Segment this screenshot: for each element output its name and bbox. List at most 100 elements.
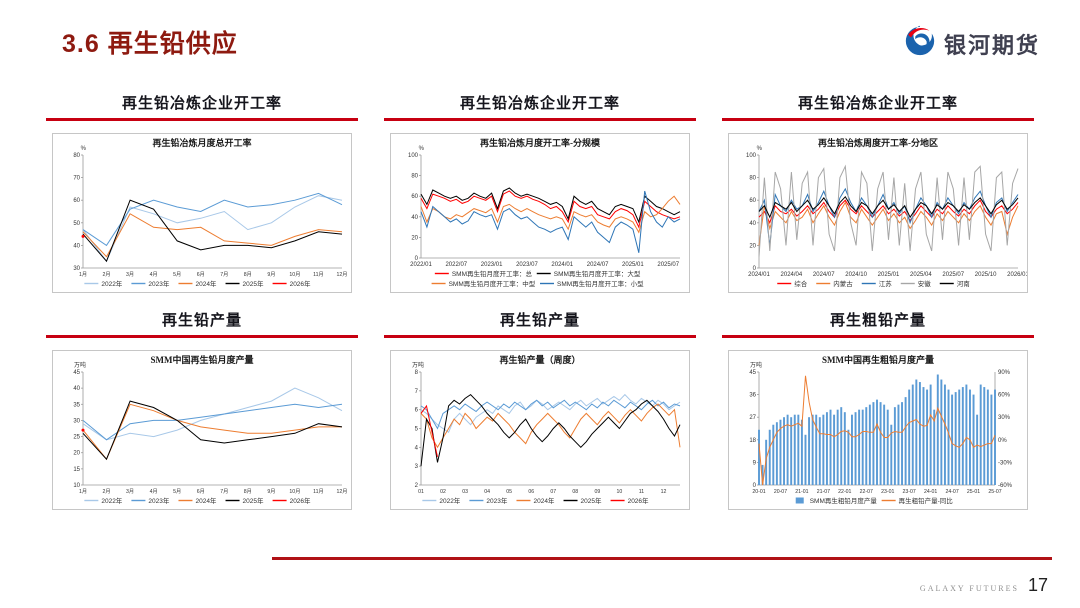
svg-text:2月: 2月	[103, 488, 111, 495]
panel-operating-rate-by-region: 再生铅冶炼企业开工率 再生铅冶炼周度开工率-分地区% 0 20 40 60 80 100 20…	[722, 92, 1034, 293]
svg-text:2022/01: 2022/01	[410, 262, 432, 268]
svg-text:4: 4	[415, 445, 419, 451]
svg-text:2025年: 2025年	[581, 496, 602, 505]
svg-text:25-01: 25-01	[967, 489, 980, 495]
panel-monthly-output: 再生铅产量 SMM中国再生铅月度产量 万吨 10 15 20 25 30 35 40 45 1月 2月…	[46, 309, 358, 510]
svg-text:20: 20	[73, 451, 80, 457]
svg-text:12月: 12月	[337, 271, 348, 278]
svg-text:2022年: 2022年	[101, 279, 122, 288]
svg-text:SMM再生铅月度开工率：小型: SMM再生铅月度开工率：小型	[557, 279, 644, 288]
brand-name: 银河期货	[943, 32, 1040, 58]
chart-canvas: 再生铅冶炼月度总开工率% 30 40 50 60 70 80 1月 2月 3月 4月 5月 6月 7月 8月…	[52, 133, 352, 293]
footer: GALAXY FUTURES 17	[920, 575, 1048, 596]
svg-text:2022/07: 2022/07	[445, 262, 467, 268]
svg-text:5: 5	[415, 427, 419, 433]
svg-text:2025年: 2025年	[243, 279, 264, 288]
svg-text:SMM中国再生铅月度产量: SMM中国再生铅月度产量	[151, 354, 254, 365]
svg-text:2022年: 2022年	[101, 496, 122, 505]
brand-logo: 银河期货	[903, 24, 1040, 63]
svg-text:40: 40	[411, 215, 418, 221]
svg-text:3月: 3月	[126, 271, 134, 278]
svg-text:04: 04	[484, 489, 490, 495]
svg-text:2025/10: 2025/10	[975, 272, 997, 278]
svg-text:10月: 10月	[289, 488, 300, 495]
svg-text:0: 0	[753, 266, 757, 272]
svg-text:25: 25	[73, 435, 80, 441]
chart-canvas: 再生铅冶炼周度开工率-分地区% 0 20 40 60 80 100 2024/01 2024/0…	[728, 133, 1030, 293]
svg-text:01: 01	[418, 489, 424, 495]
panel-title: 再生铅冶炼企业开工率	[797, 95, 958, 112]
svg-text:%: %	[81, 146, 87, 152]
svg-text:3: 3	[415, 464, 419, 470]
red-rule	[46, 335, 358, 338]
svg-text:-30%: -30%	[998, 460, 1013, 466]
svg-text:50: 50	[73, 221, 80, 227]
svg-text:江苏: 江苏	[879, 279, 893, 288]
svg-text:再生铅产量（周度）: 再生铅产量（周度）	[499, 354, 580, 365]
panel-title: 再生铅产量	[161, 312, 242, 329]
chart-canvas: 再生铅产量（周度） 万吨 2 3 4 5 6 7 8 01 02 03 04 05 06 07 08 09 10 11…	[390, 350, 690, 510]
svg-text:2023年: 2023年	[486, 496, 507, 505]
svg-text:万吨: 万吨	[412, 361, 424, 369]
svg-text:2025/04: 2025/04	[910, 272, 932, 278]
svg-text:18: 18	[749, 438, 756, 444]
svg-text:0: 0	[415, 256, 419, 262]
svg-text:2月: 2月	[103, 271, 111, 278]
footer-brand: GALAXY FUTURES	[919, 584, 1019, 593]
svg-text:80: 80	[73, 153, 80, 159]
svg-text:11: 11	[639, 489, 644, 495]
svg-text:2024年: 2024年	[195, 496, 216, 505]
svg-text:03: 03	[462, 489, 468, 495]
svg-text:2024/04: 2024/04	[781, 272, 803, 278]
svg-text:2025/07: 2025/07	[657, 262, 679, 268]
svg-text:2026年: 2026年	[290, 496, 311, 505]
svg-text:27: 27	[749, 415, 756, 421]
svg-text:9月: 9月	[267, 271, 275, 278]
svg-text:2024/07: 2024/07	[813, 272, 835, 278]
svg-text:8月: 8月	[244, 271, 252, 278]
svg-text:9: 9	[753, 460, 757, 466]
svg-text:再生铅冶炼周度开工率-分地区: 再生铅冶炼周度开工率-分地区	[818, 137, 938, 148]
svg-text:80: 80	[749, 176, 756, 182]
svg-text:11月: 11月	[313, 271, 324, 278]
panel-weekly-output: 再生铅产量 再生铅产量（周度） 万吨 2 3 4 5 6 7 8 01 02 03 04 05 06 07 08…	[384, 309, 696, 510]
page-number: 17	[1027, 575, 1048, 595]
svg-text:06: 06	[528, 489, 534, 495]
svg-text:60%: 60%	[998, 393, 1011, 399]
svg-text:07: 07	[550, 489, 556, 495]
red-rule	[46, 118, 358, 121]
svg-text:4月: 4月	[150, 488, 158, 495]
panel-operating-rate-monthly: 再生铅冶炼企业开工率 再生铅冶炼月度总开工率% 30 40 50 60 70 80 1月 2月 3…	[46, 92, 358, 293]
svg-text:再生粗铅产量-同比: 再生粗铅产量-同比	[899, 496, 954, 505]
svg-text:5月: 5月	[173, 488, 181, 495]
svg-text:21-07: 21-07	[817, 489, 830, 495]
svg-text:80: 80	[411, 174, 418, 180]
svg-text:%: %	[419, 146, 425, 152]
svg-text:安徽: 安徽	[918, 279, 932, 288]
svg-text:2024年: 2024年	[533, 496, 554, 505]
red-rule	[384, 335, 696, 338]
svg-text:SMM再生铅月度开工率：大型: SMM再生铅月度开工率：大型	[554, 269, 641, 278]
svg-text:20: 20	[749, 243, 756, 249]
svg-text:SMM再生铅月度开工率：中型: SMM再生铅月度开工率：中型	[449, 279, 536, 288]
svg-text:24-01: 24-01	[924, 489, 937, 495]
svg-text:2024/01: 2024/01	[551, 262, 573, 268]
chart-canvas: SMM中国再生粗铅月度产量 万吨 0 9 18 27 36 45 -60% -30% 0% 30% 60…	[728, 350, 1028, 510]
svg-text:SMM中国再生粗铅月度产量: SMM中国再生粗铅月度产量	[822, 354, 934, 365]
svg-text:40: 40	[73, 386, 80, 392]
svg-text:万吨: 万吨	[750, 361, 762, 369]
svg-text:8: 8	[415, 370, 419, 376]
svg-text:2026/01: 2026/01	[1007, 272, 1027, 278]
svg-text:60: 60	[749, 198, 756, 204]
svg-text:24-07: 24-07	[945, 489, 958, 495]
svg-text:SMM再生粗铅月度产量: SMM再生粗铅月度产量	[810, 496, 878, 505]
svg-text:10: 10	[73, 483, 80, 489]
panel-operating-rate-by-scale: 再生铅冶炼企业开工率 再生铅冶炼月度开工率-分规模% 0 20 40 60 80 100 20…	[384, 92, 696, 293]
svg-text:2023/07: 2023/07	[516, 262, 538, 268]
svg-text:7月: 7月	[220, 271, 228, 278]
svg-text:22-01: 22-01	[838, 489, 851, 495]
svg-text:25-07: 25-07	[988, 489, 1001, 495]
svg-text:2023/01: 2023/01	[481, 262, 503, 268]
svg-text:35: 35	[73, 402, 80, 408]
